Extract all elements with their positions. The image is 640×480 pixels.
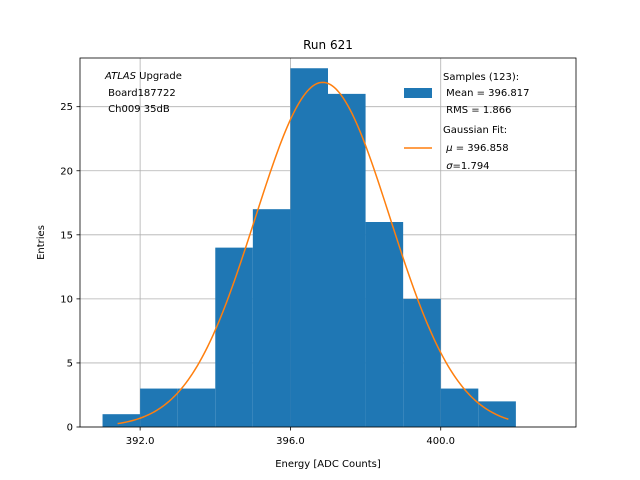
legend-fit-mu: μ = 396.858 xyxy=(443,143,509,154)
y-tick-label: 25 xyxy=(60,102,73,113)
annotation-line-3: Ch009 35dB xyxy=(105,104,170,115)
x-tick-label: 396.0 xyxy=(276,436,305,447)
y-axis-ticks: 0 5 10 15 20 25 xyxy=(60,102,80,434)
sigma-symbol: σ xyxy=(446,161,453,172)
histogram-bars xyxy=(102,68,516,427)
y-tick-label: 5 xyxy=(67,358,73,369)
plot-frame xyxy=(79,57,577,428)
x-axis-ticks: 392.0 396.0 400.0 xyxy=(126,427,455,447)
legend: Samples (123): Mean = 396.817 RMS = 1.86… xyxy=(404,72,530,172)
y-tick-label: 20 xyxy=(60,166,73,177)
y-tick-label: 10 xyxy=(60,294,73,305)
atlas-label: ATLAS xyxy=(104,71,137,82)
annotation-line-2: Board187722 xyxy=(105,88,176,99)
chart-title: Run 621 xyxy=(303,38,353,52)
histogram-bar xyxy=(403,298,441,427)
annotation-line-1: ATLAS Upgrade xyxy=(104,71,182,82)
y-axis-label: Entries xyxy=(36,225,47,260)
x-axis-label: Energy [ADC Counts] xyxy=(275,459,381,470)
histogram-bar xyxy=(290,68,328,427)
legend-samples-mean: Mean = 396.817 xyxy=(443,88,530,99)
mu-value: = 396.858 xyxy=(453,143,509,154)
histogram-bar xyxy=(440,388,479,427)
histogram-bar xyxy=(102,414,141,427)
histogram-bar xyxy=(365,222,404,427)
legend-fit-sigma: σ=1.794 xyxy=(443,161,490,172)
legend-samples-patch xyxy=(404,88,432,98)
x-tick-label: 392.0 xyxy=(126,436,155,447)
histogram-bar xyxy=(252,209,291,427)
x-tick-label: 400.0 xyxy=(426,436,455,447)
y-tick-label: 15 xyxy=(60,230,73,241)
histogram-bar xyxy=(140,388,178,427)
upgrade-label: Upgrade xyxy=(136,71,182,82)
histogram-bar xyxy=(328,93,366,427)
y-tick-label: 0 xyxy=(67,423,73,434)
sigma-value: =1.794 xyxy=(453,161,490,172)
gaussian-fit-curve xyxy=(117,81,509,425)
legend-fit-title: Gaussian Fit: xyxy=(443,125,507,136)
histogram-bar xyxy=(215,247,253,427)
legend-samples-rms: RMS = 1.866 xyxy=(443,105,511,116)
mu-symbol: μ xyxy=(445,143,452,154)
histogram-bar xyxy=(177,388,216,427)
legend-samples-title: Samples (123): xyxy=(443,72,519,83)
